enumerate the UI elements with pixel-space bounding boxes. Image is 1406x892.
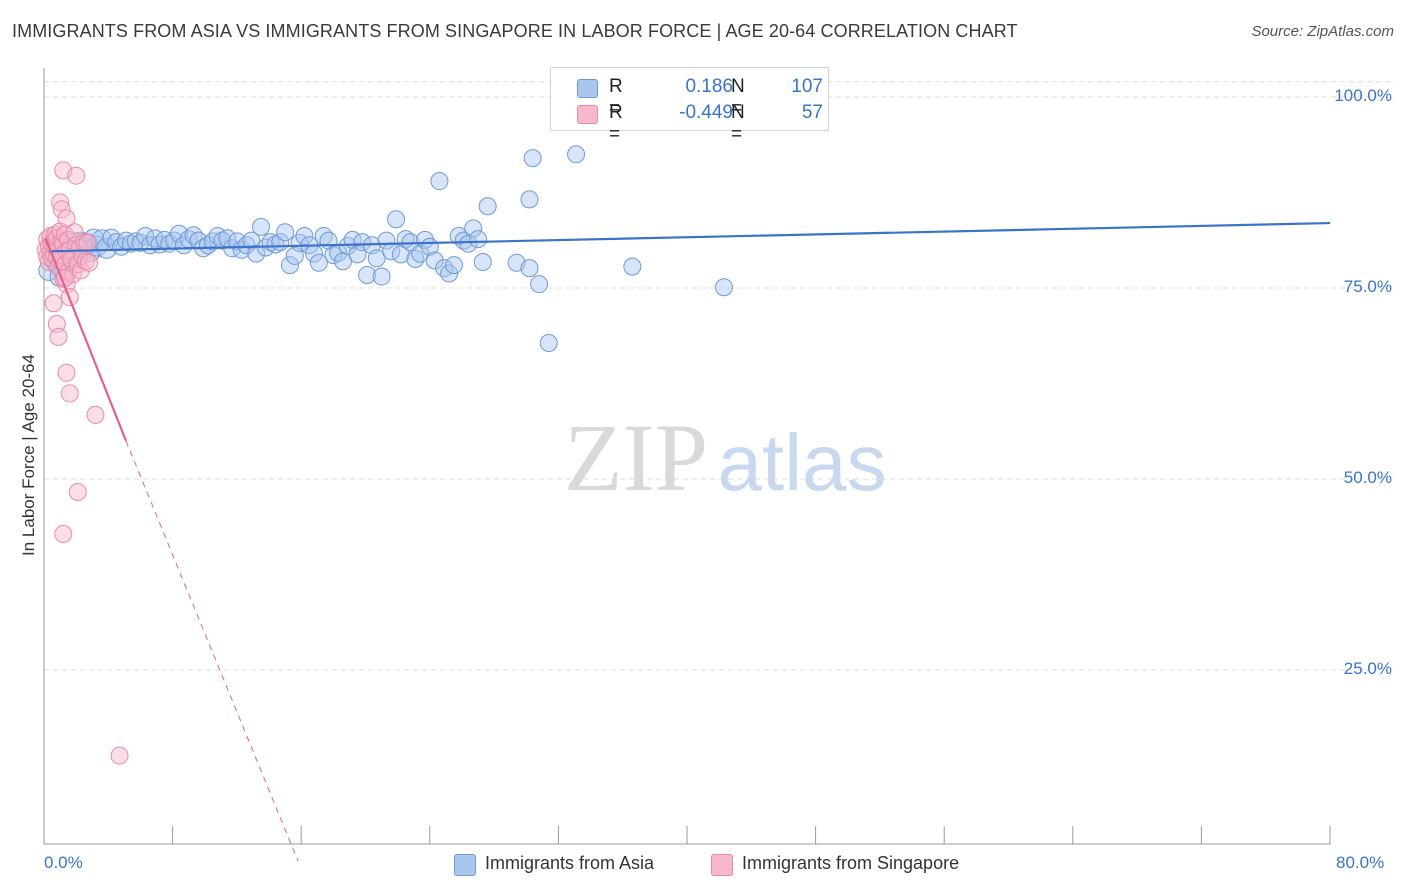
y-tick-label: 100.0% [1334,86,1392,105]
watermark: ZIP atlas [564,404,886,511]
asia-point [435,259,454,278]
singapore-point [68,482,87,501]
asia-point [411,244,430,263]
chart-title: IMMIGRANTS FROM ASIA VS IMMIGRANTS FROM … [12,21,1018,41]
asia-point [478,197,497,216]
asia-point [406,249,425,268]
asia-point [367,249,386,268]
asia-point [473,253,492,272]
asia-point [247,244,266,263]
x-tick-label-min: 0.0% [44,853,83,872]
asia-trend-line [48,221,1331,253]
r-value: -0.449 [679,102,733,123]
asia-point [213,231,232,250]
x-tick-label-max: 80.0% [1336,853,1385,872]
y-tick-label: 25.0% [1343,659,1392,678]
asia-point [280,256,299,275]
asia-point [567,145,586,164]
r-label: R = [609,76,623,119]
asia-point [252,217,271,236]
singapore-point [54,525,73,544]
asia-point [464,219,483,238]
singapore-point [78,233,97,252]
asia-point [295,227,314,246]
singapore-point [49,327,68,346]
asia-point [440,264,459,283]
bottom-legend-asia-label: Immigrants from Asia [485,853,655,873]
watermark-atlas: atlas [718,418,887,507]
gridlines [44,81,1395,671]
singapore-point [67,166,86,185]
asia-point [425,251,444,270]
asia-point [358,266,377,285]
singapore-point [51,193,70,212]
singapore-point [57,209,76,228]
asia-point [121,234,140,253]
asia-point [387,210,406,229]
n-value: 107 [791,76,823,97]
y-tick-label: 50.0% [1343,468,1392,487]
asia-point [520,190,539,209]
trend-lines [44,221,1331,862]
n-label: N = [731,76,745,119]
axes [43,68,1331,845]
asia-swatch-icon [577,79,598,98]
singapore-point [76,252,95,271]
asia-point [714,278,733,297]
singapore-point [57,363,76,382]
asia-point [523,149,542,168]
asia-point [372,267,391,286]
asia-point [430,172,449,191]
singapore-point [52,200,71,219]
singapore-point [44,294,63,313]
bottom-legend-singapore-label: Immigrants from Singapore [742,853,960,873]
source-label[interactable]: Source: ZipAtlas.com [1251,23,1394,40]
singapore-point [60,384,79,403]
singapore-point [47,314,66,333]
asia-point [266,235,285,254]
singapore-point [80,253,99,272]
asia-point [539,334,558,353]
asia-point [353,233,372,252]
asia-point [530,275,549,294]
correlation-legend: R = 0.186 N = 107 R = -0.449 N = 57 [550,67,829,145]
singapore-swatch-icon [577,105,598,124]
asia-point [170,224,189,243]
asia-point [324,246,343,265]
asia-point [444,256,463,275]
n-label: N = [731,102,745,145]
n-value: 57 [801,102,823,123]
asia-point [184,226,203,245]
asia-swatch-icon [454,854,476,876]
r-value: 0.186 [685,76,733,97]
asia-point [623,257,642,276]
singapore-swatch-icon [711,854,733,876]
singapore-point [110,746,129,765]
asia-point [348,245,367,264]
asia-point [96,237,118,259]
asia-point [520,259,539,278]
asia-point [227,232,246,251]
series-asia-points [38,86,733,353]
y-tick-label: 75.0% [1343,277,1392,296]
singapore-trend-extension [125,440,299,862]
watermark-zip: ZIP [564,404,708,511]
asia-point [203,232,222,251]
singapore-point [86,405,105,424]
singapore-trend-line [44,237,128,442]
asia-point [276,223,295,242]
asia-point [454,231,473,250]
asia-point [469,230,488,249]
asia-point [309,253,328,272]
r-label: R = [609,102,623,145]
